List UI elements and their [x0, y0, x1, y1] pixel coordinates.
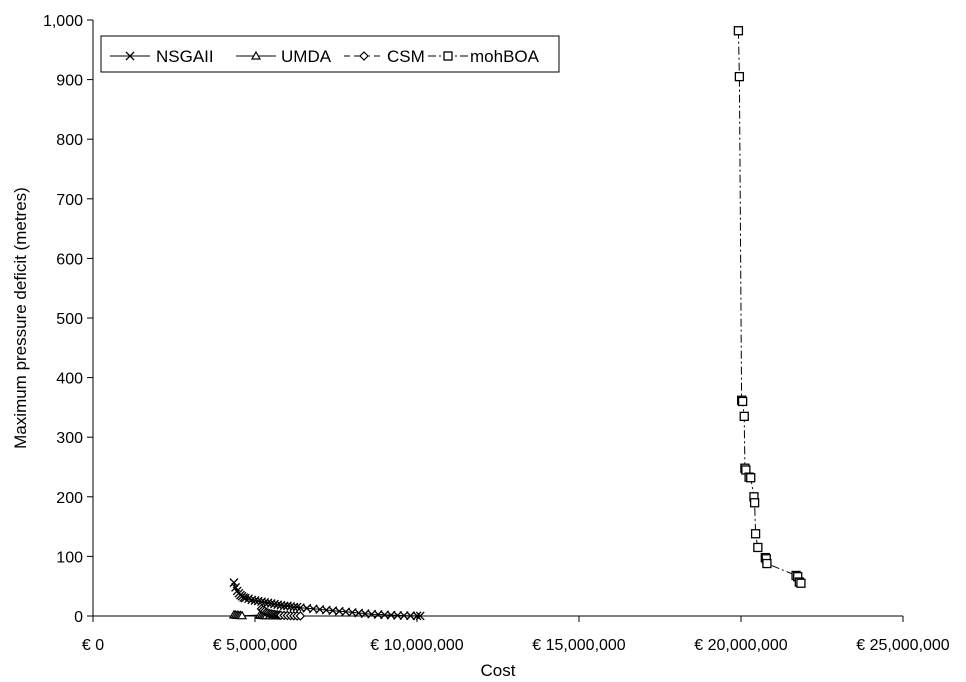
y-tick-label: 100 — [56, 549, 83, 566]
data-point-nsgaii — [399, 611, 409, 621]
data-point-mohboa — [749, 498, 760, 508]
data-point-mohboa — [753, 542, 763, 553]
y-axis-ticks: 0 100 200 300 400 500 600 700 800 900 1,000 — [43, 13, 93, 626]
data-point-csm — [295, 611, 306, 621]
legend-item-umda: UMDA — [236, 47, 332, 66]
data-point-umda — [237, 610, 248, 620]
x-tick-label: € 20,000,000 — [694, 637, 788, 654]
series-csm — [256, 603, 306, 621]
legend-marker-csm — [359, 51, 369, 61]
y-tick-label: 300 — [56, 430, 83, 447]
data-point-nsgaii — [415, 611, 425, 621]
legend-label-mohboa: mohBOA — [470, 47, 540, 66]
x-tick-label: € 15,000,000 — [532, 637, 626, 654]
series-nsgaii — [229, 578, 425, 621]
x-tick-label: € 10,000,000 — [370, 637, 464, 654]
data-point-mohboa — [796, 578, 806, 588]
x-tick-label: € 5,000,000 — [213, 637, 298, 654]
x-axis-title: Cost — [481, 661, 516, 680]
axes — [92, 20, 903, 617]
y-tick-label: 500 — [56, 311, 83, 328]
x-tick-label: € 25,000,000 — [856, 637, 950, 654]
data-point-mohboa — [734, 71, 745, 82]
legend-marker-nsgaii — [125, 51, 135, 61]
data-point-mohboa — [737, 396, 748, 407]
y-tick-label: 800 — [56, 132, 83, 149]
legend-label-umda: UMDA — [281, 47, 332, 66]
y-tick-label: 400 — [56, 371, 83, 388]
data-point-nsgaii — [240, 593, 250, 603]
data-point-nsgaii — [406, 611, 415, 621]
y-tick-label: 0 — [74, 609, 83, 626]
series-line-mohboa — [737, 30, 802, 584]
data-point-nsgaii — [292, 602, 302, 612]
legend-label-nsgaii: NSGAII — [156, 47, 214, 66]
data-point-mohboa — [746, 473, 756, 483]
y-axis-title: Maximum pressure deficit (metres) — [11, 187, 30, 449]
legend-box — [100, 35, 560, 73]
data-point-mohboa — [739, 411, 749, 421]
y-tick-label: 200 — [56, 490, 83, 507]
data-point-nsgaii — [393, 610, 403, 620]
legend-item-nsgaii: NSGAII — [110, 47, 214, 66]
legend-item-csm: CSM — [344, 47, 425, 66]
legend-label-csm: CSM — [387, 47, 425, 66]
x-tick-label: € 0 — [82, 637, 104, 654]
legend: NSGAII UMDA CSM mohBOA — [100, 35, 560, 73]
data-point-nsgaii — [412, 611, 422, 621]
legend-marker-mohboa — [443, 51, 453, 61]
data-point-mohboa — [762, 558, 772, 569]
y-tick-label: 700 — [56, 192, 83, 209]
y-tick-label: 900 — [56, 73, 83, 90]
x-axis-ticks: € 0 € 5,000,000 € 10,000,000 € 15,000,000 € … — [82, 616, 950, 654]
legend-marker-umda — [250, 50, 262, 60]
y-tick-label: 1,000 — [43, 13, 83, 30]
y-tick-label: 600 — [56, 251, 83, 268]
data-point-mohboa — [750, 529, 761, 539]
series-mohboa — [733, 26, 806, 588]
data-point-nsgaii — [229, 578, 239, 588]
legend-item-mohboa: mohBOA — [428, 47, 540, 66]
data-point-mohboa — [733, 26, 744, 36]
plot-series — [228, 26, 806, 621]
